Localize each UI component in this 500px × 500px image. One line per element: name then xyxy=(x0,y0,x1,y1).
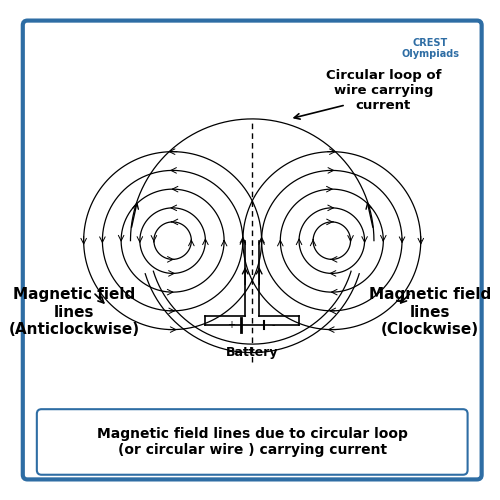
Text: Magnetic field
lines
(Clockwise): Magnetic field lines (Clockwise) xyxy=(369,288,492,338)
Text: Magnetic field
lines
(Anticlockwise): Magnetic field lines (Anticlockwise) xyxy=(8,288,140,338)
Text: Circular loop of
wire carrying
current: Circular loop of wire carrying current xyxy=(326,70,441,112)
FancyBboxPatch shape xyxy=(23,20,481,479)
FancyBboxPatch shape xyxy=(37,409,468,474)
Text: CREST
Olympiads: CREST Olympiads xyxy=(401,38,459,60)
Text: +: + xyxy=(227,320,235,330)
Text: Battery: Battery xyxy=(226,346,278,359)
Text: Magnetic field lines due to circular loop
(or circular wire ) carrying current: Magnetic field lines due to circular loo… xyxy=(97,427,408,457)
Text: -: - xyxy=(272,320,275,330)
